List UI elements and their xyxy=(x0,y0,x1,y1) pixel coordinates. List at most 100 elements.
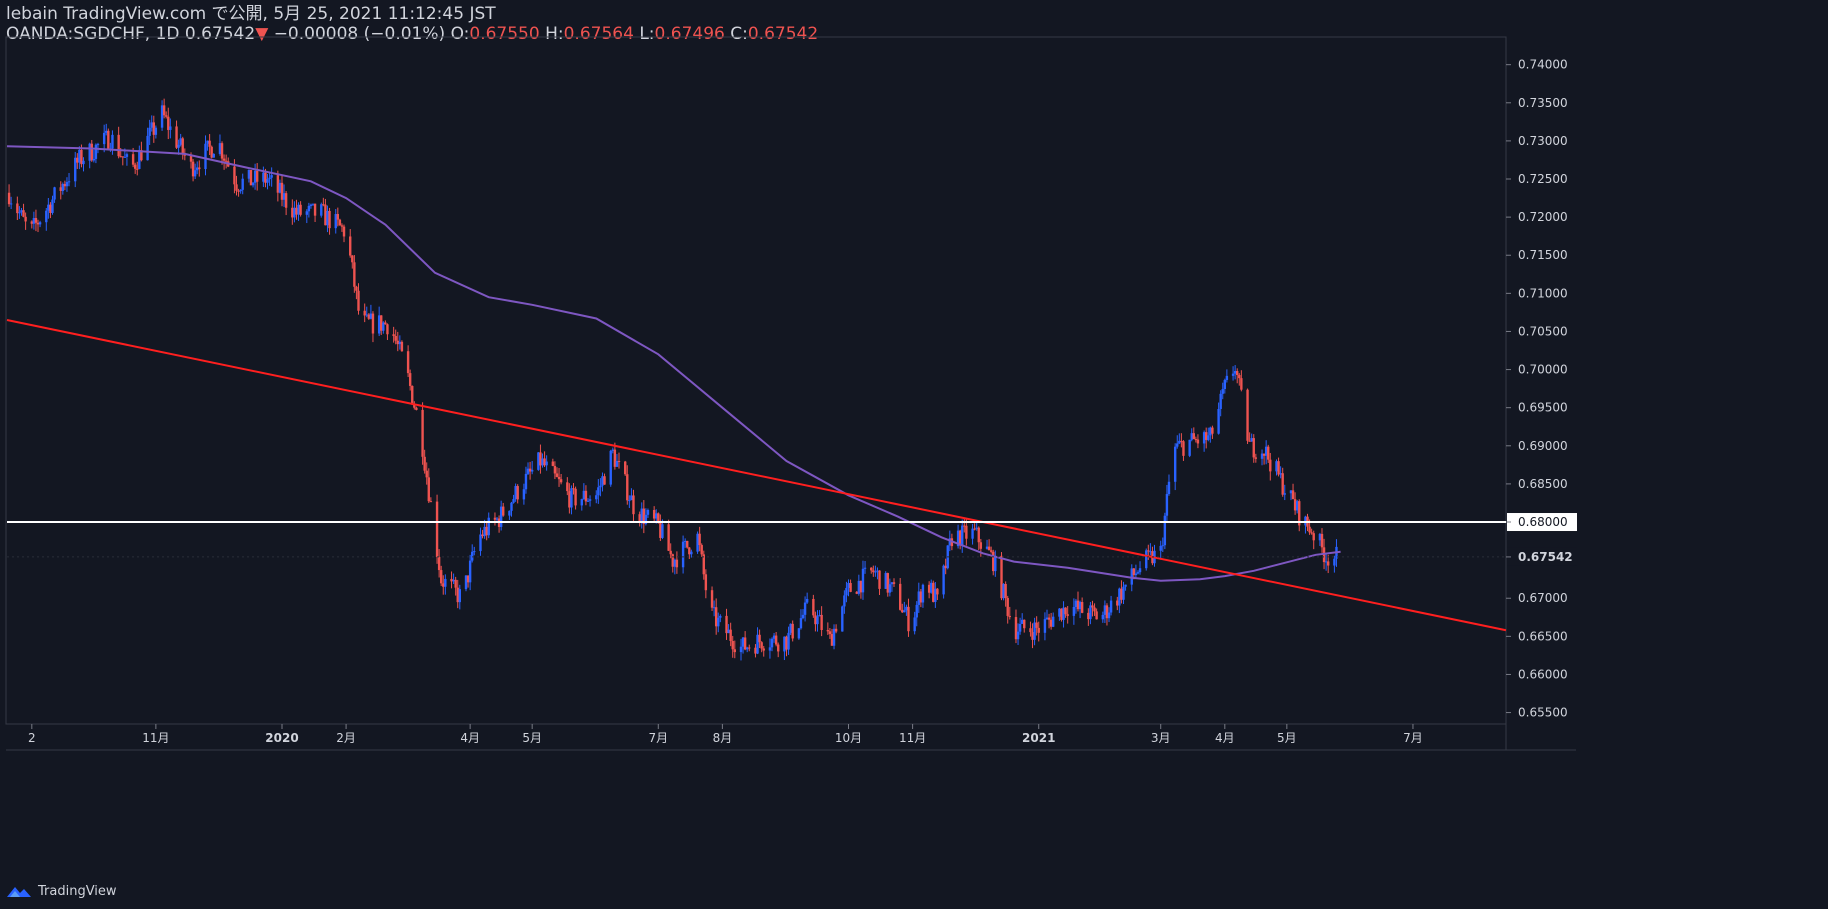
candle xyxy=(262,166,265,187)
candle xyxy=(1225,369,1229,383)
candle xyxy=(32,211,36,230)
candle xyxy=(437,549,441,578)
candle xyxy=(901,603,904,614)
candle-body xyxy=(917,591,921,605)
candle-body xyxy=(18,212,21,214)
candle-body xyxy=(1326,561,1330,566)
candle-body xyxy=(150,122,153,128)
candle-body xyxy=(669,550,672,555)
candle-body xyxy=(487,517,490,536)
candle xyxy=(919,588,923,608)
candle-body xyxy=(1103,605,1107,615)
candle-body xyxy=(67,181,71,183)
candle xyxy=(727,624,730,634)
candle-body xyxy=(712,607,716,609)
candle-body xyxy=(20,210,23,213)
candle-body xyxy=(32,218,36,224)
candle-body xyxy=(125,154,129,157)
candle-body xyxy=(131,154,135,165)
candle-body xyxy=(1202,432,1206,444)
candle-body xyxy=(1058,608,1061,617)
candle-body xyxy=(464,575,468,590)
candle-body xyxy=(586,500,590,502)
candle xyxy=(444,574,447,595)
candle-body xyxy=(1298,501,1301,526)
candle-body xyxy=(485,526,488,536)
y-tick-label: 0.67000 xyxy=(1518,591,1568,605)
candle-body xyxy=(1320,533,1324,548)
candle-body xyxy=(1124,584,1127,587)
candle xyxy=(642,500,646,534)
candle xyxy=(1047,613,1051,629)
candle-body xyxy=(961,525,964,546)
candle xyxy=(208,134,211,156)
candle xyxy=(471,544,474,563)
candle xyxy=(18,206,21,219)
candle-body xyxy=(224,160,228,162)
candle xyxy=(524,466,528,494)
candle xyxy=(774,631,778,647)
x-tick-label: 11月 xyxy=(142,731,169,745)
candle-body xyxy=(971,528,974,539)
y-tick-label: 0.69500 xyxy=(1518,401,1568,415)
x-tick-label: 2月 xyxy=(336,731,356,745)
candle-body xyxy=(845,587,848,596)
candle xyxy=(772,632,776,643)
candle xyxy=(659,514,662,542)
candle xyxy=(380,315,383,336)
candle xyxy=(270,167,273,187)
candle xyxy=(169,118,172,139)
candle xyxy=(1138,561,1142,575)
candle-body xyxy=(611,449,615,451)
candle-body xyxy=(768,647,772,651)
candle-body xyxy=(305,211,308,215)
candle-body xyxy=(541,458,544,466)
symbol-label[interactable]: OANDA:SGDCHF, 1D xyxy=(6,24,180,44)
candle xyxy=(94,143,98,164)
candle-body xyxy=(266,179,269,183)
candle xyxy=(456,579,459,609)
candle-body xyxy=(1047,617,1051,620)
candle xyxy=(681,535,685,574)
candle-body xyxy=(681,541,685,568)
candle xyxy=(82,157,85,172)
candle-body xyxy=(574,488,577,506)
candle xyxy=(371,311,375,343)
candle-body xyxy=(1134,573,1138,576)
candle-body xyxy=(826,630,830,632)
candle xyxy=(551,458,555,467)
candle-body xyxy=(1207,435,1210,440)
candle-body xyxy=(1217,408,1220,434)
candle xyxy=(1004,581,1007,607)
candle xyxy=(1074,598,1078,614)
candle-body xyxy=(96,144,100,146)
candle xyxy=(892,578,896,587)
x-tick-label: 4月 xyxy=(460,731,480,745)
candle xyxy=(299,201,302,217)
candle-body xyxy=(700,545,703,555)
candle-body xyxy=(394,335,397,341)
candle xyxy=(1095,608,1098,620)
candle xyxy=(239,189,242,194)
x-tick-label: 4月 xyxy=(1215,731,1235,745)
candle xyxy=(251,181,255,188)
x-tick-label: 2020 xyxy=(265,731,298,745)
candle xyxy=(965,519,968,546)
candle-body xyxy=(1231,373,1235,376)
candle-body xyxy=(1312,533,1315,541)
candle xyxy=(1089,601,1092,625)
candle-body xyxy=(642,508,646,524)
change-value: −0.00008 (−0.01%) xyxy=(273,24,446,44)
candle-body xyxy=(572,488,575,490)
candle xyxy=(915,601,918,627)
candle-body xyxy=(638,514,641,523)
candle xyxy=(1037,621,1040,642)
candle xyxy=(30,220,34,229)
candle xyxy=(1033,617,1036,646)
candle xyxy=(1196,434,1200,449)
candle-body xyxy=(989,550,993,552)
candle-body xyxy=(1254,457,1258,459)
candle xyxy=(313,203,317,222)
candle xyxy=(845,581,848,603)
